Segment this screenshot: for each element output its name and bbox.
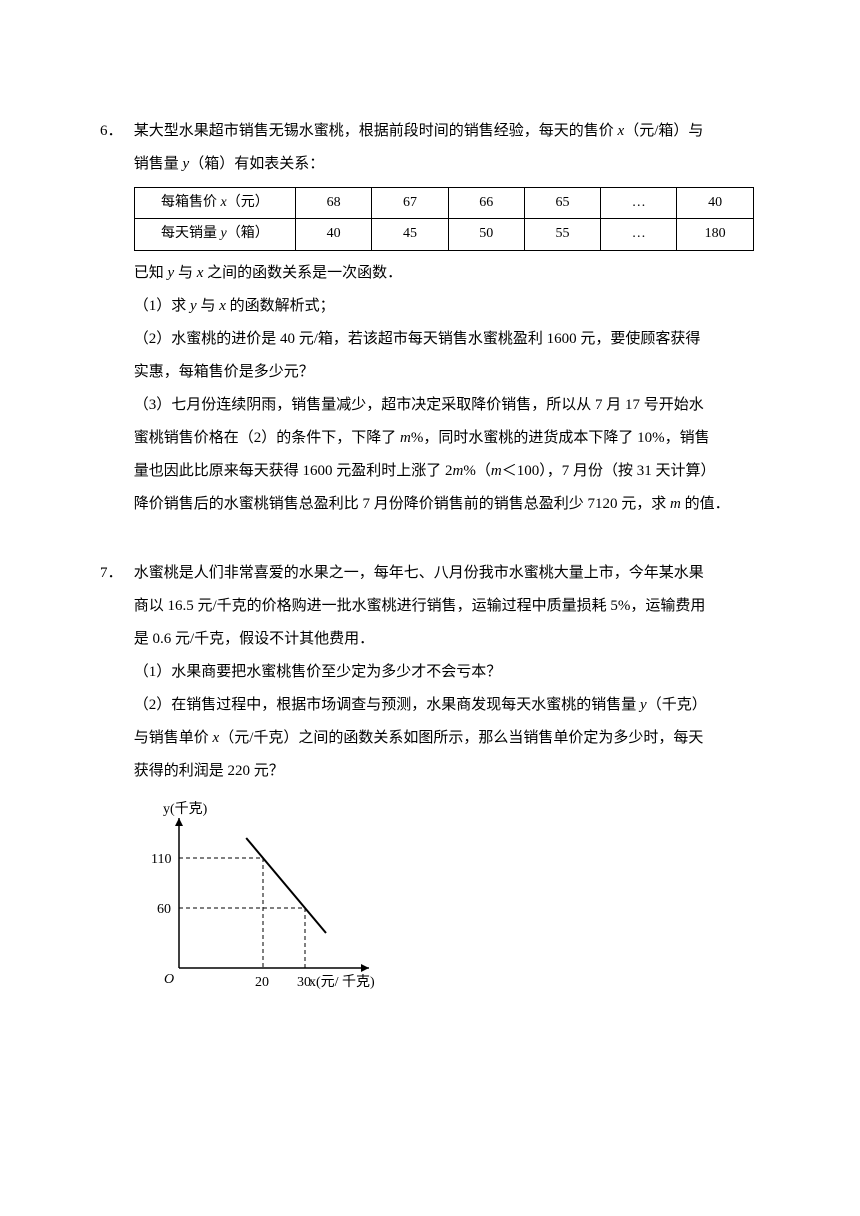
var-m: m: [670, 496, 681, 512]
svg-text:x(元/ 千克): x(元/ 千克): [309, 974, 375, 990]
text: （2）在销售过程中，根据市场调查与预测，水果商发现每天水蜜桃的销售量: [134, 697, 640, 713]
text: （元/千克）之间的函数关系如图所示，那么当销售单价定为多少时，每天: [219, 730, 703, 746]
var-y: y: [190, 298, 197, 314]
var-m: m: [453, 463, 464, 479]
table-row: 每箱售价 x（元） 68 67 66 65 … 40: [134, 188, 753, 219]
row-label: 每天销量 y（箱）: [134, 219, 295, 250]
cell: 65: [524, 188, 600, 219]
text: %（: [463, 463, 491, 479]
text: 蜜桃销售价格在（2）的条件下，下降了: [134, 430, 400, 446]
svg-text:60: 60: [157, 902, 171, 917]
question-2-line2: 实惠，每箱售价是多少元？: [134, 356, 754, 389]
row-label: 每箱售价 x（元）: [134, 188, 295, 219]
cell: 50: [448, 219, 524, 250]
svg-text:110: 110: [151, 852, 171, 867]
problem-body: 水蜜桃是人们非常喜爱的水果之一，每年七、八月份我市水蜜桃大量上市，今年某水果 商…: [134, 557, 754, 998]
question-3-line2: 蜜桃销售价格在（2）的条件下，下降了 m%，同时水蜜桃的进货成本下降了 10%，…: [134, 422, 754, 455]
problem-number: 6．: [100, 115, 130, 148]
text: 已知: [134, 265, 168, 281]
text: 与: [197, 298, 220, 314]
cell: …: [601, 188, 677, 219]
svg-text:20: 20: [255, 975, 269, 990]
text: 量也因此比原来每天获得 1600 元盈利时上涨了 2: [134, 463, 453, 479]
text-line: 商以 16.5 元/千克的价格购进一批水蜜桃进行销售，运输过程中质量损耗 5%，…: [134, 590, 754, 623]
cell: 180: [677, 219, 753, 250]
var-y: y: [640, 697, 647, 713]
var-m: m: [491, 463, 502, 479]
text: 与: [174, 265, 197, 281]
text: ＜100），7 月份（按 31 天计算）: [502, 463, 716, 479]
cell: 40: [677, 188, 753, 219]
problem-6: 6． 某大型水果超市销售无锡水蜜桃，根据前段时间的销售经验，每天的售价 x（元/…: [100, 115, 760, 521]
question-2-line3: 获得的利润是 220 元？: [134, 755, 754, 788]
cell: …: [601, 219, 677, 250]
problem-number: 7．: [100, 557, 130, 590]
line-chart-svg: 110602030Oy(千克)x(元/ 千克): [134, 798, 394, 998]
text: （箱）有如表关系：: [189, 156, 324, 172]
question-2-line1: （2）在销售过程中，根据市场调查与预测，水果商发现每天水蜜桃的销售量 y（千克）: [134, 689, 754, 722]
problem-7: 7． 水蜜桃是人们非常喜爱的水果之一，每年七、八月份我市水蜜桃大量上市，今年某水…: [100, 557, 760, 998]
text: 每天销量 y（箱）: [161, 226, 269, 241]
table-row: 每天销量 y（箱） 40 45 50 55 … 180: [134, 219, 753, 250]
question-3-line4: 降价销售后的水蜜桃销售总盈利比 7 月份降价销售前的销售总盈利少 7120 元，…: [134, 488, 754, 521]
text: （千克）: [647, 697, 707, 713]
question-2-line1: （2）水蜜桃的进价是 40 元/箱，若该超市每天销售水蜜桃盈利 1600 元，要…: [134, 323, 754, 356]
text-line: 是 0.6 元/千克，假设不计其他费用．: [134, 623, 754, 656]
question-1: （1）水果商要把水蜜桃售价至少定为多少才不会亏本？: [134, 656, 754, 689]
text-line: 水蜜桃是人们非常喜爱的水果之一，每年七、八月份我市水蜜桃大量上市，今年某水果: [134, 557, 754, 590]
text: 降价销售后的水蜜桃销售总盈利比 7 月份降价销售前的销售总盈利少 7120 元，…: [134, 496, 670, 512]
intro-text: 某大型水果超市销售无锡水蜜桃，根据前段时间的销售经验，每天的售价 x（元/箱）与: [134, 115, 754, 148]
text: 每箱售价 x（元）: [161, 195, 269, 210]
text: 的值．: [681, 496, 730, 512]
question-3-line1: （3）七月份连续阴雨，销售量减少，超市决定采取降价销售，所以从 7 月 17 号…: [134, 389, 754, 422]
cell: 45: [372, 219, 448, 250]
question-2-line2: 与销售单价 x（元/千克）之间的函数关系如图所示，那么当销售单价定为多少时，每天: [134, 722, 754, 755]
text: 某大型水果超市销售无锡水蜜桃，根据前段时间的销售经验，每天的售价: [134, 123, 618, 139]
text: %，同时水蜜桃的进货成本下降了 10%，销售: [411, 430, 710, 446]
intro-text-2: 销售量 y（箱）有如表关系：: [134, 148, 754, 181]
text: 的函数解析式；: [226, 298, 335, 314]
question-1: （1）求 y 与 x 的函数解析式；: [134, 290, 754, 323]
question-3-line3: 量也因此比原来每天获得 1600 元盈利时上涨了 2m%（m＜100），7 月份…: [134, 455, 754, 488]
text: （1）求: [134, 298, 190, 314]
text: 销售量: [134, 156, 183, 172]
data-table: 每箱售价 x（元） 68 67 66 65 … 40 每天销量 y（箱） 40 …: [134, 187, 754, 251]
text: 之间的函数关系是一次函数．: [203, 265, 402, 281]
svg-text:y(千克): y(千克): [163, 801, 208, 817]
cell: 67: [372, 188, 448, 219]
known-text: 已知 y 与 x 之间的函数关系是一次函数．: [134, 257, 754, 290]
cell: 40: [296, 219, 372, 250]
svg-text:O: O: [164, 972, 174, 987]
text: （元/箱）与: [624, 123, 703, 139]
cell: 66: [448, 188, 524, 219]
cell: 68: [296, 188, 372, 219]
cell: 55: [524, 219, 600, 250]
var-m: m: [400, 430, 411, 446]
chart: 110602030Oy(千克)x(元/ 千克): [134, 798, 754, 998]
problem-body: 某大型水果超市销售无锡水蜜桃，根据前段时间的销售经验，每天的售价 x（元/箱）与…: [134, 115, 754, 521]
var-x: x: [219, 298, 226, 314]
text: 与销售单价: [134, 730, 213, 746]
